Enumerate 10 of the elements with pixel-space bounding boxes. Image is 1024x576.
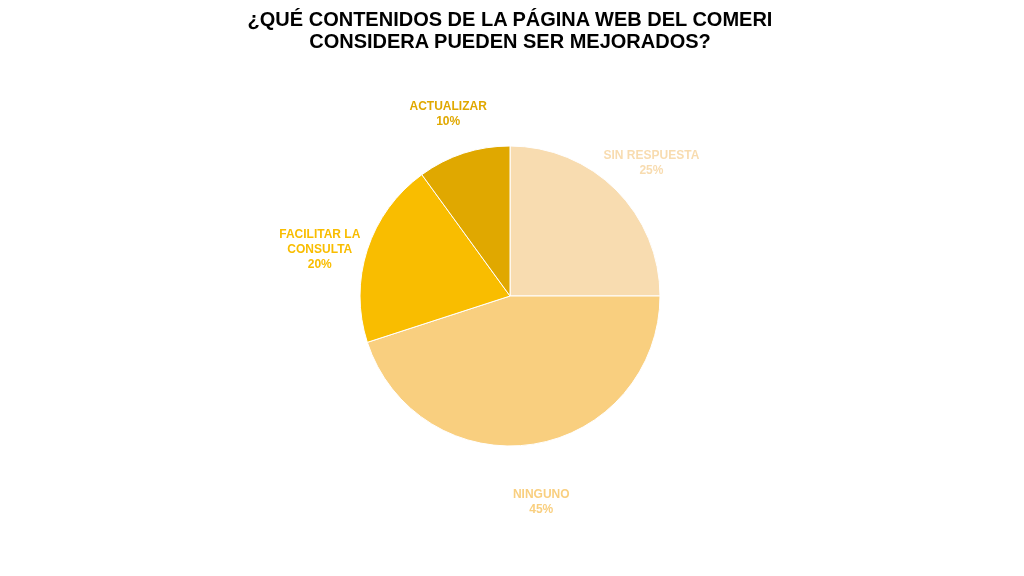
data-label: 10%: [436, 113, 461, 128]
slice-label: NINGUNO: [512, 486, 570, 501]
text: CONSIDERA PUEDEN SER MEJORADOS?: [309, 30, 711, 52]
slice-label: ACTUALIZAR: [409, 98, 488, 113]
data-label: 20%: [307, 257, 333, 272]
text: ¿QUÉ CONTENIDOS DE LA PÁGINA WEB DEL COMERI: [247, 8, 773, 30]
data-label: 25%: [639, 162, 664, 177]
slice-label: FACILITAR LA CONSULTA: [279, 227, 361, 257]
data-label: 45%: [529, 501, 554, 516]
slice-label: SIN RESPUESTA: [603, 147, 700, 162]
